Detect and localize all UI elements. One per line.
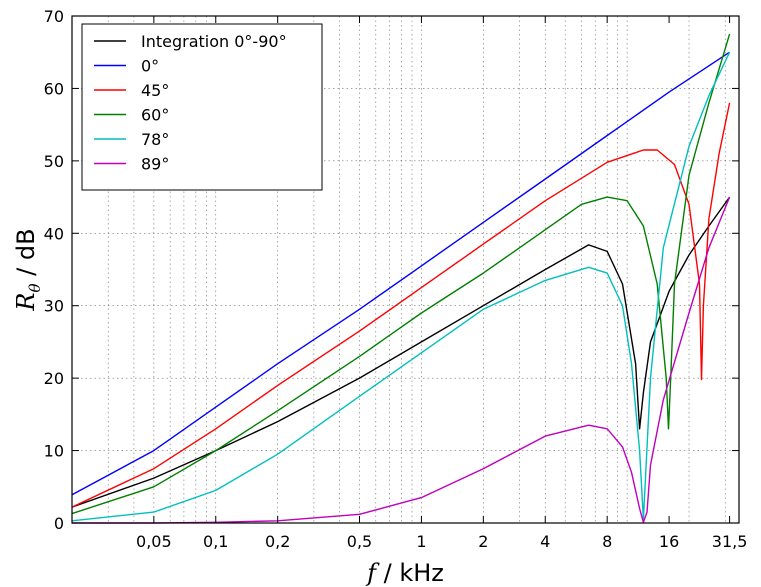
y-axis-unit: / dB	[12, 228, 40, 283]
legend-label: Integration 0°-90°	[141, 32, 287, 51]
x-axis-label: f / kHz	[365, 559, 444, 587]
x-axis-unit: / kHz	[376, 559, 444, 587]
y-tick-label: 70	[44, 7, 64, 26]
y-axis-variable: R	[12, 293, 40, 312]
x-tick-label: 1	[416, 532, 426, 551]
y-tick-label: 20	[44, 369, 64, 388]
y-tick-label: 30	[44, 297, 64, 316]
x-tick-label: 0,5	[347, 532, 372, 551]
x-tick-label: 31,5	[712, 532, 748, 551]
legend-label: 89°	[141, 155, 169, 174]
series-lines	[71, 33, 731, 524]
series-line	[72, 196, 731, 524]
series-line	[71, 51, 730, 496]
plot-frame	[71, 15, 740, 524]
x-tick-label: 8	[602, 532, 612, 551]
axis-ticks: 0,05 0,1 0,2 0,5 1 2 4 8 16 31,5 0 10 20 30 40 50 60 70	[44, 7, 748, 551]
x-tick-label: 2	[478, 532, 488, 551]
y-axis-label: Rθ / dB	[12, 228, 44, 311]
legend: Integration 0°-90° 0° 45° 60° 78° 89°	[81, 23, 323, 191]
x-tick-label: 4	[540, 532, 550, 551]
y-tick-label: 40	[44, 224, 64, 243]
y-tick-label: 60	[44, 79, 64, 98]
series-line	[71, 196, 731, 508]
legend-box	[81, 23, 323, 191]
x-tick-label: 0,1	[203, 532, 228, 551]
x-tick-label: 0,2	[265, 532, 290, 551]
legend-label: 78°	[141, 130, 169, 149]
legend-label: 45°	[141, 81, 169, 100]
x-tick-label: 16	[659, 532, 679, 551]
y-tick-label: 50	[44, 152, 64, 171]
y-tick-label: 0	[54, 514, 64, 533]
legend-label: 60°	[141, 106, 169, 125]
y-axis-subscript: θ	[26, 283, 44, 292]
series-line	[71, 33, 731, 515]
series-line	[71, 51, 731, 522]
y-tick-label: 10	[44, 442, 64, 461]
series-line	[71, 102, 731, 508]
x-tick-label: 0,05	[136, 532, 172, 551]
legend-label: 0°	[141, 57, 159, 76]
